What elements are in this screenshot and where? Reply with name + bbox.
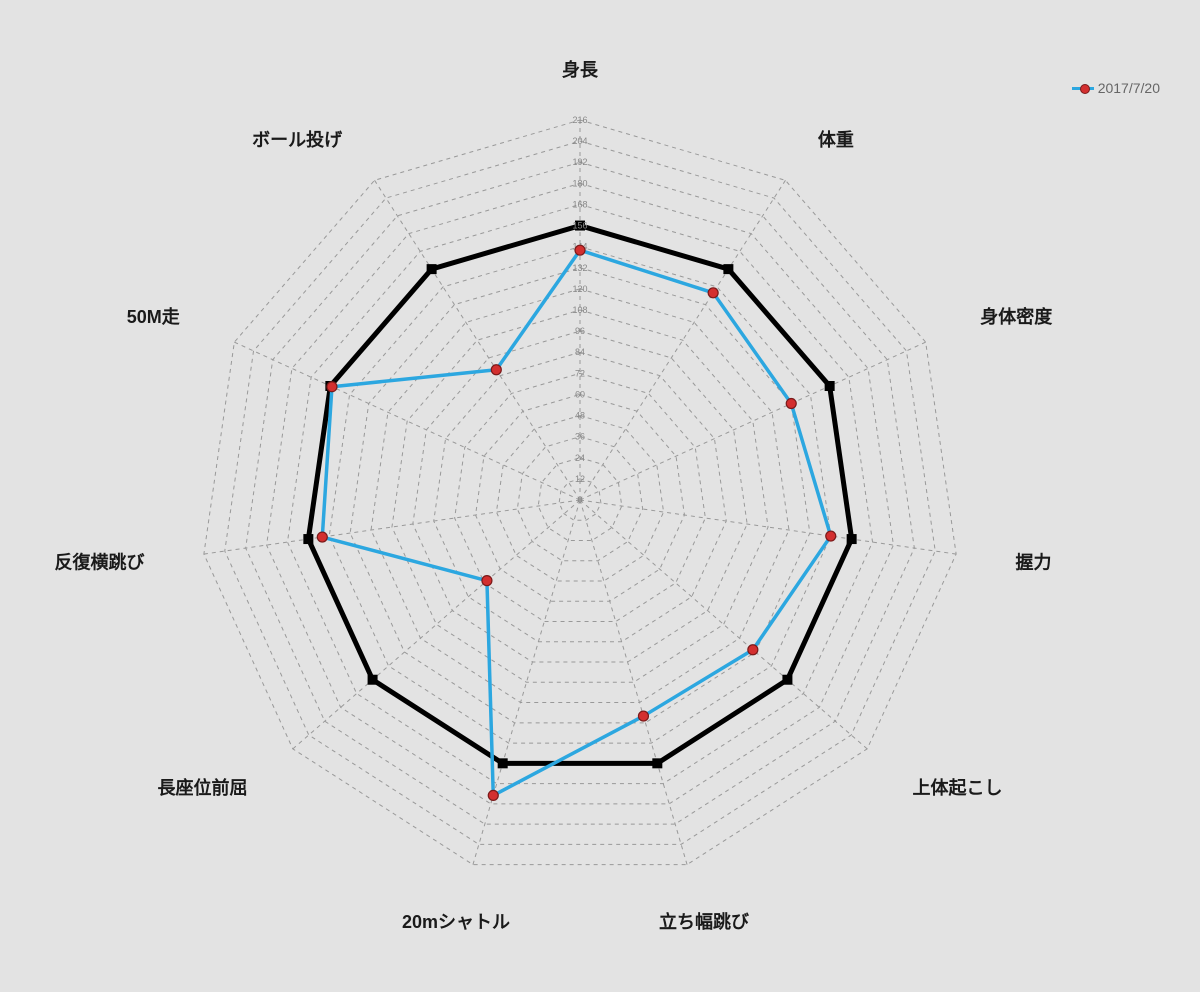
reference-marker bbox=[825, 381, 835, 391]
grid-ring bbox=[246, 162, 915, 824]
tick-label: 156 bbox=[572, 221, 587, 231]
radar-chart: 0122436486072849610812013214415616818019… bbox=[0, 0, 1200, 992]
grid-spoke bbox=[580, 342, 926, 500]
tick-label: 132 bbox=[572, 263, 587, 273]
grid-spoke bbox=[375, 180, 580, 500]
series-marker bbox=[327, 382, 337, 392]
axis-label: 上体起こし bbox=[913, 777, 1003, 798]
tick-label: 60 bbox=[575, 389, 585, 399]
legend-series-marker bbox=[1080, 84, 1090, 94]
grid-spoke bbox=[580, 500, 687, 865]
series-marker bbox=[575, 245, 585, 255]
series-marker bbox=[638, 711, 648, 721]
legend: 2017/7/20 bbox=[1072, 80, 1160, 96]
legend-series-line bbox=[1072, 87, 1094, 90]
reference-marker bbox=[498, 758, 508, 768]
reference-marker bbox=[782, 675, 792, 685]
grid-spoke bbox=[293, 500, 580, 749]
series-marker bbox=[482, 576, 492, 586]
reference-marker bbox=[427, 264, 437, 274]
series-marker bbox=[826, 531, 836, 541]
tick-label: 204 bbox=[572, 136, 587, 146]
tick-label: 48 bbox=[575, 411, 585, 421]
tick-label: 108 bbox=[572, 305, 587, 315]
axis-label: 20mシャトル bbox=[402, 912, 510, 932]
tick-label: 96 bbox=[575, 326, 585, 336]
tick-label: 72 bbox=[575, 368, 585, 378]
axis-label: 身長 bbox=[562, 59, 599, 80]
reference-marker bbox=[847, 534, 857, 544]
tick-label: 120 bbox=[572, 284, 587, 294]
axis-label: 長座位前屈 bbox=[157, 777, 247, 798]
reference-marker bbox=[368, 675, 378, 685]
axis-label: 50M走 bbox=[127, 307, 180, 327]
tick-label: 0 bbox=[577, 495, 582, 505]
series-marker bbox=[488, 790, 498, 800]
series-marker bbox=[786, 399, 796, 409]
tick-label: 24 bbox=[575, 453, 585, 463]
tick-label: 192 bbox=[572, 157, 587, 167]
tick-label: 180 bbox=[572, 178, 587, 188]
series-marker bbox=[748, 645, 758, 655]
grid-spoke bbox=[580, 500, 867, 749]
axis-label: 身体密度 bbox=[980, 306, 1053, 327]
grid-ring bbox=[267, 183, 894, 804]
tick-label: 168 bbox=[572, 199, 587, 209]
tick-label: 36 bbox=[575, 432, 585, 442]
series-marker bbox=[708, 288, 718, 298]
legend-series-label: 2017/7/20 bbox=[1098, 80, 1160, 96]
reference-marker bbox=[652, 758, 662, 768]
tick-label: 84 bbox=[575, 347, 585, 357]
tick-label: 12 bbox=[575, 474, 585, 484]
axis-label: ボール投げ bbox=[252, 129, 343, 150]
axis-label: 握力 bbox=[1016, 552, 1052, 573]
reference-marker bbox=[723, 264, 733, 274]
series-marker bbox=[317, 532, 327, 542]
tick-label: 216 bbox=[572, 115, 587, 125]
axis-label: 立ち幅跳び bbox=[659, 911, 750, 932]
series-marker bbox=[491, 365, 501, 375]
axis-label: 体重 bbox=[818, 129, 854, 150]
reference-marker bbox=[303, 534, 313, 544]
axis-label: 反復横跳び bbox=[54, 552, 145, 573]
